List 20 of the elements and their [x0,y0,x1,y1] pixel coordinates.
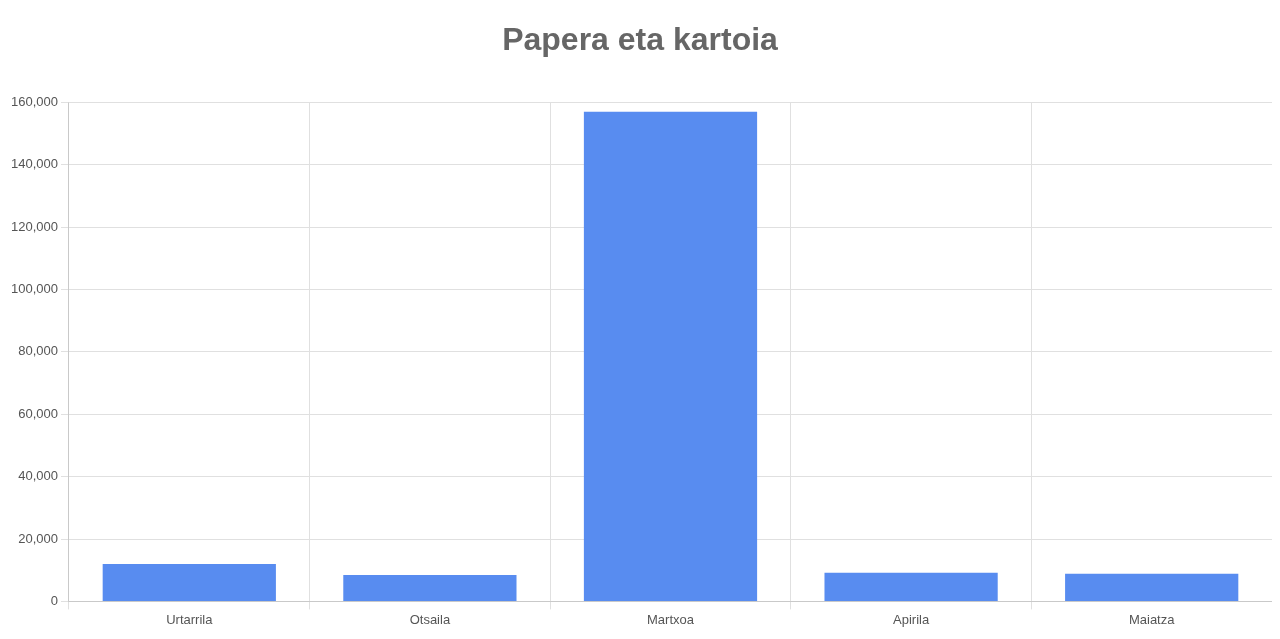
y-tick-label: 140,000 [10,156,58,172]
y-tick-label: 20,000 [18,530,58,546]
x-tick-label: Urtarrila [166,611,214,627]
y-tick-label: 100,000 [10,281,58,297]
y-tick-label: 120,000 [10,218,58,234]
bar [343,574,517,601]
y-tick-label: 60,000 [18,405,58,421]
x-tick-label: Maiatza [1128,611,1176,627]
x-tick-label: Otsaila [409,611,451,627]
bar [824,572,998,601]
y-tick-label: 80,000 [18,343,58,359]
chart-title: Papera eta kartoia [502,21,779,58]
y-tick-label: 160,000 [10,93,58,109]
bar [1065,573,1239,601]
y-tick-label: 40,000 [18,468,58,484]
bar [102,563,276,601]
x-tick-label: Apirila [893,611,930,627]
bar [583,111,758,601]
y-tick-label: 0 [50,592,58,608]
x-tick-label: Martxoa [647,611,695,627]
